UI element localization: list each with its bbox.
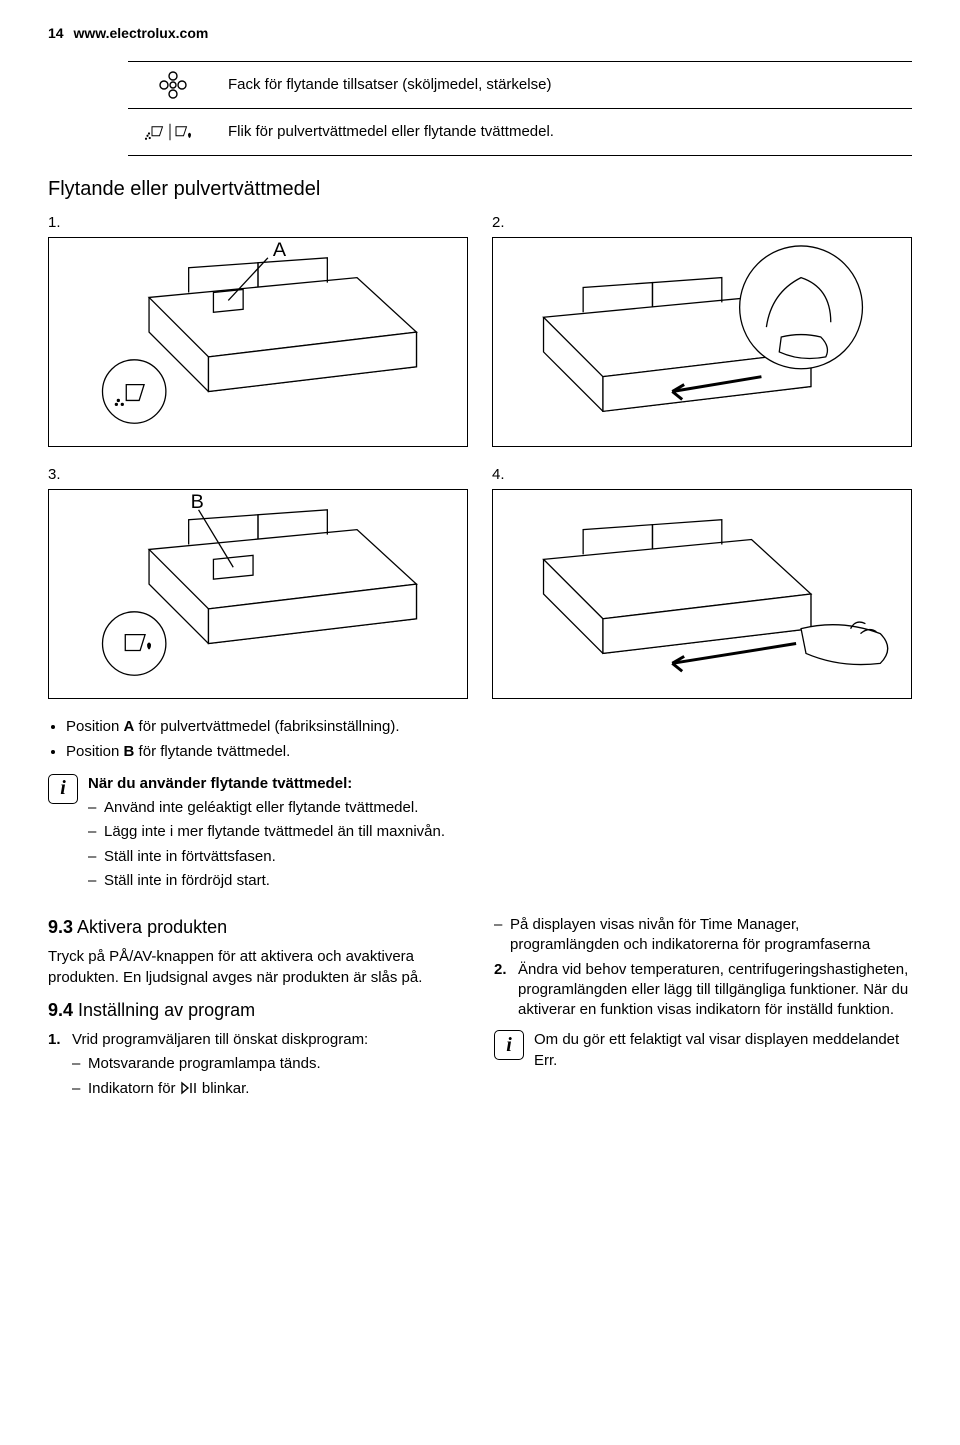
figure-label: B bbox=[191, 491, 204, 513]
info-message: Om du gör ett felaktigt val visar displa… bbox=[534, 1030, 912, 1071]
list-item: Position B för flytande tvättmedel. bbox=[66, 742, 912, 762]
list-item: På displayen visas nivån för Time Manage… bbox=[494, 915, 912, 956]
icon-row-text: Flik för pulvertvättmedel eller flytande… bbox=[218, 122, 912, 142]
continued-dash-list: På displayen visas nivån för Time Manage… bbox=[494, 915, 912, 956]
icon-row: Fack för flytande tillsatser (sköljmedel… bbox=[128, 61, 912, 109]
header-url: www.electrolux.com bbox=[73, 25, 208, 41]
list-item: Lägg inte i mer flytande tvättmedel än t… bbox=[88, 822, 912, 842]
list-item: Ställ inte in fördröjd start. bbox=[88, 871, 912, 891]
info-block: i När du använder flytande tvättmedel: A… bbox=[48, 774, 912, 895]
right-column: På displayen visas nivån för Time Manage… bbox=[494, 909, 912, 1107]
list-item: 1. Vrid programväljaren till önskat disk… bbox=[48, 1030, 466, 1101]
list-item: Position A för pulvertvättmedel (fabriks… bbox=[66, 717, 912, 737]
figure-number: 1. bbox=[48, 213, 468, 233]
figure-frame: B bbox=[48, 489, 468, 699]
left-column: 9.3 Aktivera produkten Tryck på PÅ/AV-kn… bbox=[48, 909, 466, 1107]
list-item: Motsvarande programlampa tänds. bbox=[72, 1054, 466, 1074]
section-heading: Flytande eller pulvertvättmedel bbox=[48, 176, 912, 203]
two-column-layout: 9.3 Aktivera produkten Tryck på PÅ/AV-kn… bbox=[48, 909, 912, 1107]
figure-number: 4. bbox=[492, 465, 912, 485]
page-number: 14 bbox=[48, 25, 64, 41]
info-icon: i bbox=[494, 1030, 524, 1060]
figure-number: 2. bbox=[492, 213, 912, 233]
figure-frame bbox=[492, 489, 912, 699]
play-pause-icon bbox=[180, 1081, 198, 1101]
info-dash-list: Använd inte geléaktigt eller flytande tv… bbox=[88, 798, 912, 891]
info-content: När du använder flytande tvättmedel: Anv… bbox=[88, 774, 912, 895]
icon-row-text: Fack för flytande tillsatser (sköljmedel… bbox=[218, 75, 912, 95]
figure-frame bbox=[492, 237, 912, 447]
icon-row: Flik för pulvertvättmedel eller flytande… bbox=[128, 109, 912, 156]
numbered-list: 2. Ändra vid behov temperaturen, centrif… bbox=[494, 960, 912, 1021]
figure-label: A bbox=[273, 239, 287, 261]
info-block: i Om du gör ett felaktigt val visar disp… bbox=[494, 1030, 912, 1071]
list-item: Indikatorn för blinkar. bbox=[72, 1079, 466, 1101]
figure-frame: A bbox=[48, 237, 468, 447]
sub-dash-list: Motsvarande programlampa tänds. Indikato… bbox=[72, 1054, 466, 1101]
position-bullet-list: Position A för pulvertvättmedel (fabriks… bbox=[66, 717, 912, 762]
figure-grid: 1. bbox=[48, 213, 912, 700]
powder-liquid-icon bbox=[128, 117, 218, 147]
figure-cell: 2. bbox=[492, 213, 912, 447]
subsection-heading: 9.3 Aktivera produkten bbox=[48, 915, 466, 939]
numbered-list: 1. Vrid programväljaren till önskat disk… bbox=[48, 1030, 466, 1101]
info-icon: i bbox=[48, 774, 78, 804]
list-item: 2. Ändra vid behov temperaturen, centrif… bbox=[494, 960, 912, 1021]
subsection-heading: 9.4 Inställning av program bbox=[48, 998, 466, 1022]
page-header: 14 www.electrolux.com bbox=[48, 24, 912, 43]
body-paragraph: Tryck på PÅ/AV-knappen för att aktivera … bbox=[48, 947, 466, 988]
icon-legend-table: Fack för flytande tillsatser (sköljmedel… bbox=[128, 61, 912, 156]
figure-cell: 1. bbox=[48, 213, 468, 447]
figure-cell: 3. bbox=[48, 465, 468, 699]
info-title: När du använder flytande tvättmedel: bbox=[88, 774, 912, 794]
flower-icon bbox=[128, 70, 218, 100]
figure-number: 3. bbox=[48, 465, 468, 485]
list-item: Ställ inte in förtvättsfasen. bbox=[88, 847, 912, 867]
figure-cell: 4. bbox=[492, 465, 912, 699]
list-item: Använd inte geléaktigt eller flytande tv… bbox=[88, 798, 912, 818]
